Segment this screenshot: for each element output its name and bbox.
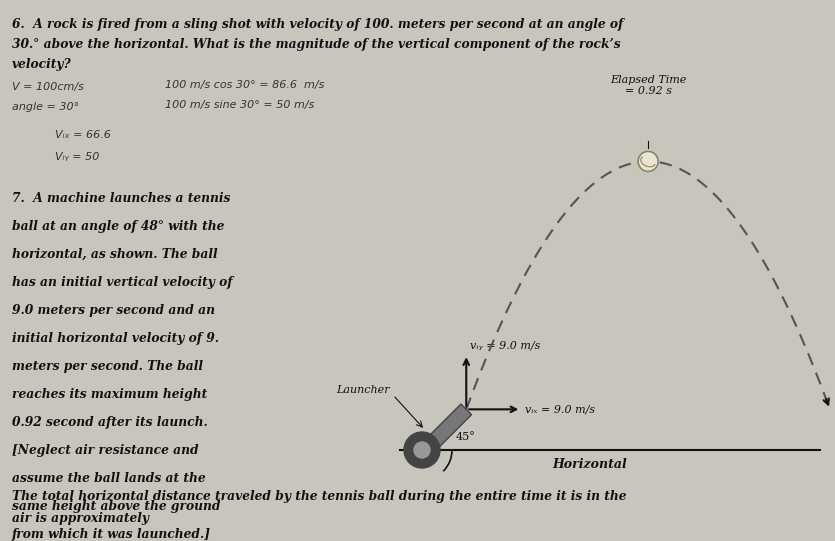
Text: 0.92 second after its launch.: 0.92 second after its launch. xyxy=(12,416,208,429)
Polygon shape xyxy=(415,404,472,460)
Text: from which it was launched.]: from which it was launched.] xyxy=(12,528,211,541)
Text: 30.° above the horizontal. What is the magnitude of the vertical component of th: 30.° above the horizontal. What is the m… xyxy=(12,38,620,51)
Text: same height above the ground: same height above the ground xyxy=(12,500,220,513)
Text: 7.  A machine launches a tennis: 7. A machine launches a tennis xyxy=(12,192,230,205)
Text: meters per second. The ball: meters per second. The ball xyxy=(12,360,203,373)
Circle shape xyxy=(414,442,430,458)
Text: ball at an angle of 48° with the: ball at an angle of 48° with the xyxy=(12,220,225,233)
Text: reaches its maximum height: reaches its maximum height xyxy=(12,388,207,401)
Text: 9.0 meters per second and an: 9.0 meters per second and an xyxy=(12,304,215,317)
Text: angle = 30°: angle = 30° xyxy=(12,102,79,112)
Text: Horizontal: Horizontal xyxy=(553,458,627,471)
Text: Elapsed Time
= 0.92 s: Elapsed Time = 0.92 s xyxy=(610,75,686,96)
Circle shape xyxy=(638,151,658,171)
Text: V = 100cm/s: V = 100cm/s xyxy=(12,82,84,92)
Text: The total horizontal distance traveled by the tennis ball during the entire time: The total horizontal distance traveled b… xyxy=(12,490,626,503)
Text: Vᵢᵧ = 50: Vᵢᵧ = 50 xyxy=(55,152,99,162)
Text: Vᵢₓ = 66.6: Vᵢₓ = 66.6 xyxy=(55,130,111,140)
Text: has an initial vertical velocity of: has an initial vertical velocity of xyxy=(12,276,232,289)
Circle shape xyxy=(404,432,440,468)
Text: 45°: 45° xyxy=(456,432,476,442)
Text: 100 m/s cos 30° = 86.6  m/s: 100 m/s cos 30° = 86.6 m/s xyxy=(165,80,324,90)
Text: [Neglect air resistance and: [Neglect air resistance and xyxy=(12,444,199,457)
Text: 6.  A rock is fired from a sling shot with velocity of 100. meters per second at: 6. A rock is fired from a sling shot wit… xyxy=(12,18,623,31)
Text: vᵢₓ = 9.0 m/s: vᵢₓ = 9.0 m/s xyxy=(525,404,595,414)
Text: Launcher: Launcher xyxy=(337,385,390,395)
Text: initial horizontal velocity of 9.: initial horizontal velocity of 9. xyxy=(12,332,219,345)
Text: 100 m/s sine 30° = 50 m/s: 100 m/s sine 30° = 50 m/s xyxy=(165,100,314,110)
Text: assume the ball lands at the: assume the ball lands at the xyxy=(12,472,205,485)
Text: horizontal, as shown. The ball: horizontal, as shown. The ball xyxy=(12,248,218,261)
Text: vᵢᵧ = 9.0 m/s: vᵢᵧ = 9.0 m/s xyxy=(470,340,540,351)
Text: velocity?: velocity? xyxy=(12,58,72,71)
Text: air is approximately: air is approximately xyxy=(12,512,149,525)
